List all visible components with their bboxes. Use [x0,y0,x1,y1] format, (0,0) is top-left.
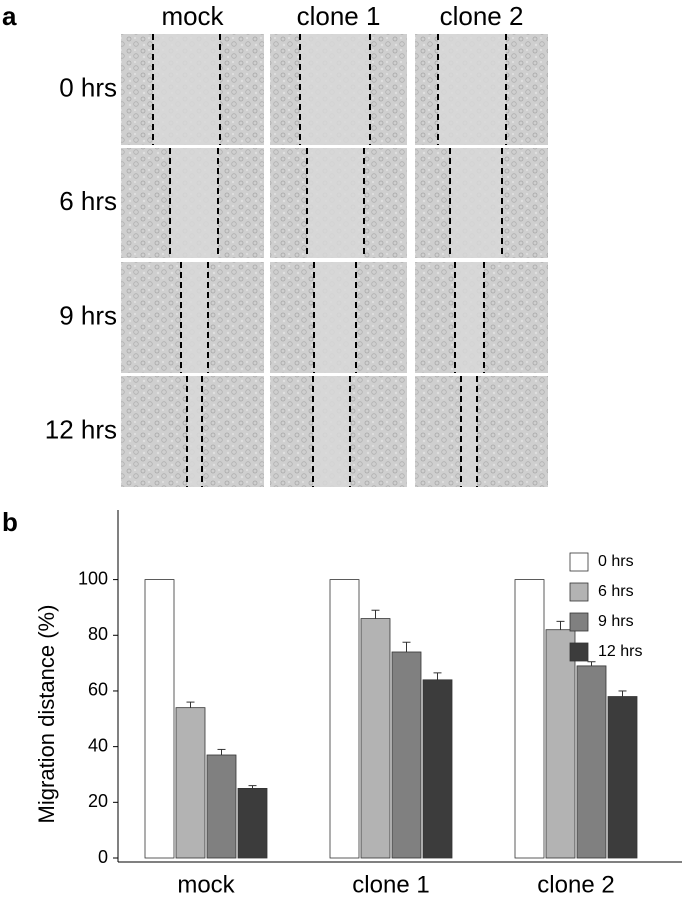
y-tick-label: 80 [88,624,108,644]
bar [360,618,391,859]
bar [422,679,453,859]
error-bar [587,661,596,666]
bar [576,665,607,859]
wound-area [455,262,484,373]
bar [206,754,237,859]
wound-area [170,148,218,258]
bar [514,579,545,859]
error-bar [556,620,565,630]
bar [144,579,175,859]
x-tick-label: clone 2 [537,871,614,898]
error-bar [618,690,627,697]
wound-area [450,148,502,258]
panel-label: b [2,507,18,537]
error-bar [217,748,226,755]
y-tick-label: 0 [98,847,108,867]
error-bar [402,641,411,652]
x-tick-label: clone 1 [352,871,429,898]
bar [237,788,268,859]
x-tick-label: mock [177,871,235,898]
row-label: 12 hrs [45,414,117,444]
legend-swatch [569,642,589,662]
wound-area [314,262,356,373]
wound-area [313,376,350,487]
error-bar [248,785,257,789]
wound-area [181,262,208,373]
legend-label: 0 hrs [598,553,634,570]
legend-swatch [569,582,589,602]
legend-swatch [569,612,589,632]
legend-label: 9 hrs [598,613,634,630]
wound-area [307,148,364,258]
legend-label: 6 hrs [598,583,634,600]
error-bar [433,672,442,680]
micrograph [415,376,548,487]
column-label: clone 1 [297,1,381,31]
y-tick-label: 20 [88,791,108,811]
column-label: mock [161,1,224,31]
bar [329,579,360,859]
error-bar [186,701,195,708]
bar [607,696,638,859]
bar [545,629,576,859]
wound-area [300,34,370,145]
y-axis-label: Migration distance (%) [34,605,59,824]
bar [391,651,422,859]
legend-swatch [569,552,589,572]
y-tick-label: 60 [88,680,108,700]
legend-label: 12 hrs [598,643,642,660]
wound-area [461,376,477,487]
y-tick-label: 100 [78,568,108,588]
error-bar [371,609,380,619]
wound-area [153,34,220,145]
wound-area [187,376,202,487]
row-label: 6 hrs [59,186,117,216]
panel-label: a [2,1,17,31]
y-tick-label: 40 [88,735,108,755]
row-label: 9 hrs [59,300,117,330]
bar [175,707,206,859]
wound-area [438,34,506,145]
column-label: clone 2 [440,1,524,31]
row-label: 0 hrs [59,72,117,102]
